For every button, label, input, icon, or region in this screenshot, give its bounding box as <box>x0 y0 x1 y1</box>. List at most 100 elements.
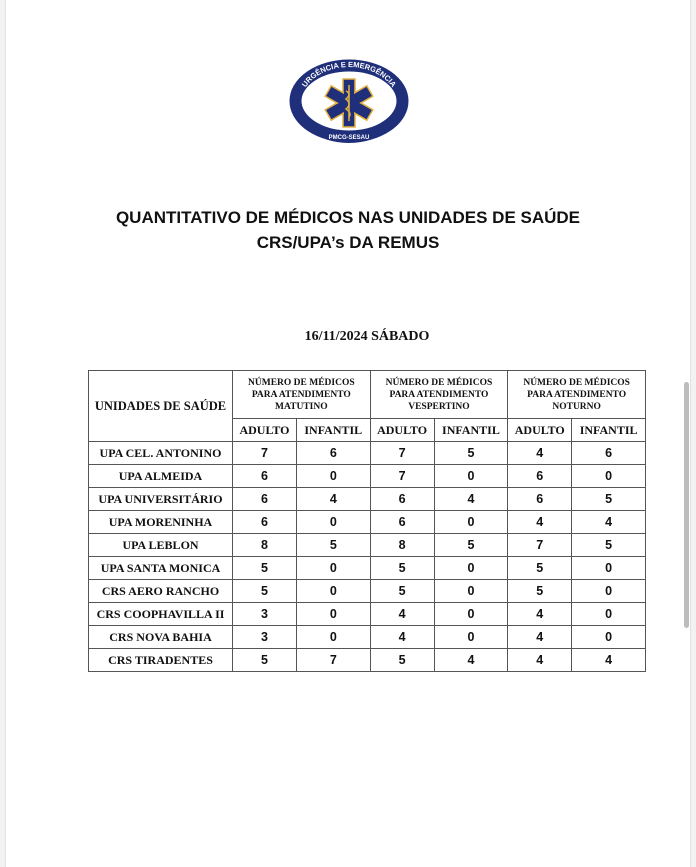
table-row: UPA CEL. ANTONINO 7 6 7 5 4 6 <box>88 441 646 465</box>
group-header-line: PARA ATENDIMENTO <box>389 389 489 400</box>
subheader-infantil: INFANTIL <box>571 418 646 442</box>
count-cell: 5 <box>507 579 573 603</box>
count-cell: 5 <box>369 648 435 672</box>
table-header-row: UNIDADES DE SAÚDE NÚMERO DE MÉDICOS PARA … <box>88 370 646 442</box>
unit-name-cell: UPA SANTA MONICA <box>88 556 233 580</box>
subheader-infantil: INFANTIL <box>295 418 371 442</box>
count-cell: 8 <box>369 533 435 557</box>
group-header-vespertino: NÚMERO DE MÉDICOS PARA ATENDIMENTO VESPERT… <box>369 370 509 419</box>
count-cell: 0 <box>571 625 646 649</box>
table-row: UPA SANTA MONICA 5 0 5 0 5 0 <box>88 556 646 580</box>
count-cell: 4 <box>507 441 573 465</box>
count-cell: 8 <box>232 533 297 557</box>
count-cell: 6 <box>571 441 646 465</box>
count-cell: 0 <box>433 602 509 626</box>
unit-name-cell: UPA UNIVERSITÁRIO <box>88 487 233 511</box>
unit-name-cell: CRS AERO RANCHO <box>88 579 233 603</box>
count-cell: 6 <box>232 487 297 511</box>
count-cell: 0 <box>295 464 371 488</box>
table-row: UPA MORENINHA 6 0 6 0 4 4 <box>88 510 646 534</box>
count-cell: 4 <box>433 648 509 672</box>
group-header-line: NÚMERO DE MÉDICOS <box>385 377 493 388</box>
count-cell: 5 <box>433 441 509 465</box>
subheader-adulto: ADULTO <box>232 418 297 442</box>
table-row: CRS AERO RANCHO 5 0 5 0 5 0 <box>88 579 646 603</box>
count-cell: 6 <box>232 464 297 488</box>
count-cell: 5 <box>571 487 646 511</box>
group-header-line: NÚMERO DE MÉDICOS <box>248 377 355 388</box>
group-header-noturno: NÚMERO DE MÉDICOS PARA ATENDIMENTO NOTURNO <box>507 370 646 419</box>
count-cell: 0 <box>433 625 509 649</box>
count-cell: 0 <box>433 510 509 534</box>
table-row: CRS COOPHAVILLA II 3 0 4 0 4 0 <box>88 602 646 626</box>
count-cell: 4 <box>433 487 509 511</box>
subheader-adulto: ADULTO <box>369 418 435 442</box>
count-cell: 0 <box>295 556 371 580</box>
count-cell: 6 <box>507 487 573 511</box>
table-body: UPA CEL. ANTONINO 7 6 7 5 4 6 UPA ALMEIDA 6 0 7 0 6 0… <box>88 441 646 672</box>
count-cell: 7 <box>507 533 573 557</box>
count-cell: 4 <box>571 510 646 534</box>
group-header-line: MATUTINO <box>275 401 328 412</box>
count-cell: 5 <box>369 579 435 603</box>
table-subheader-row: ADULTO INFANTIL ADULTO INFANTIL ADULTO I… <box>89 418 646 442</box>
count-cell: 4 <box>507 602 573 626</box>
star-of-life-icon <box>324 78 374 128</box>
count-cell: 0 <box>433 464 509 488</box>
group-header-line: NÚMERO DE MÉDICOS <box>523 377 630 388</box>
count-cell: 0 <box>571 579 646 603</box>
table-row: UPA UNIVERSITÁRIO 6 4 6 4 6 5 <box>88 487 646 511</box>
unit-name-cell: UPA ALMEIDA <box>88 464 233 488</box>
urgencia-emergencia-logo: URGÊNCIA E EMERGÊNCIA PMCG-SESAU <box>289 59 409 143</box>
count-cell: 7 <box>369 441 435 465</box>
count-cell: 6 <box>507 464 573 488</box>
count-cell: 0 <box>295 602 371 626</box>
count-cell: 0 <box>295 510 371 534</box>
table-row: UPA ALMEIDA 6 0 7 0 6 0 <box>88 464 646 488</box>
count-cell: 7 <box>369 464 435 488</box>
count-cell: 4 <box>507 648 573 672</box>
count-cell: 6 <box>369 487 435 511</box>
count-cell: 4 <box>295 487 371 511</box>
page-left-edge <box>0 0 6 867</box>
count-cell: 0 <box>571 602 646 626</box>
count-cell: 5 <box>295 533 371 557</box>
document-date: 16/11/2024 SÁBADO <box>304 329 430 344</box>
count-cell: 7 <box>295 648 371 672</box>
count-cell: 0 <box>433 556 509 580</box>
unit-name-cell: UPA LEBLON <box>88 533 233 557</box>
count-cell: 4 <box>571 648 646 672</box>
table-row: CRS NOVA BAHIA 3 0 4 0 4 0 <box>88 625 646 649</box>
count-cell: 0 <box>295 579 371 603</box>
table-row: UPA LEBLON 8 5 8 5 7 5 <box>88 533 646 557</box>
unit-column-header: UNIDADES DE SAÚDE <box>88 370 233 442</box>
count-cell: 0 <box>571 556 646 580</box>
unit-name-cell: UPA CEL. ANTONINO <box>88 441 233 465</box>
count-cell: 7 <box>232 441 297 465</box>
count-cell: 0 <box>571 464 646 488</box>
page-right-edge <box>690 0 696 867</box>
logo-bottom-text: PMCG-SESAU <box>329 135 370 141</box>
count-cell: 5 <box>433 533 509 557</box>
count-cell: 0 <box>295 625 371 649</box>
count-cell: 0 <box>433 579 509 603</box>
document-title-line2: CRS/UPA’s DA REMUS <box>256 233 440 252</box>
count-cell: 5 <box>232 556 297 580</box>
unit-name-cell: CRS COOPHAVILLA II <box>88 602 233 626</box>
count-cell: 4 <box>369 625 435 649</box>
count-cell: 5 <box>232 579 297 603</box>
subheader-infantil: INFANTIL <box>433 418 509 442</box>
count-cell: 5 <box>571 533 646 557</box>
count-cell: 5 <box>507 556 573 580</box>
group-header-line: PARA ATENDIMENTO <box>527 389 627 400</box>
subheader-adulto: ADULTO <box>507 418 573 442</box>
count-cell: 6 <box>232 510 297 534</box>
count-cell: 4 <box>507 625 573 649</box>
group-header-line: PARA ATENDIMENTO <box>251 389 351 400</box>
unit-name-cell: CRS TIRADENTES <box>88 648 233 672</box>
scrollbar-thumb[interactable] <box>684 382 689 628</box>
count-cell: 3 <box>232 625 297 649</box>
count-cell: 6 <box>369 510 435 534</box>
count-cell: 5 <box>369 556 435 580</box>
group-header-line: VESPERTINO <box>408 401 470 412</box>
